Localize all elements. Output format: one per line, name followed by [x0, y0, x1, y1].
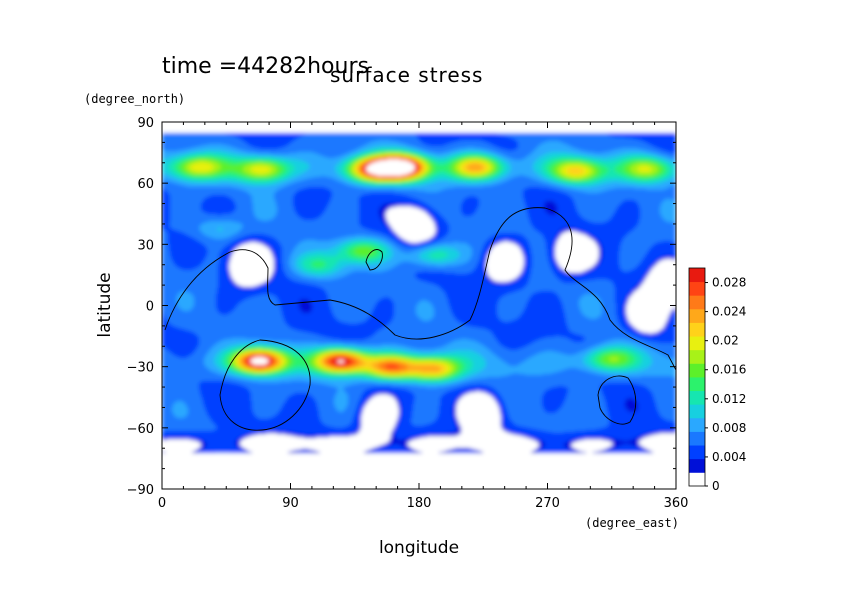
time-label: time =44282hours [162, 54, 369, 79]
y-tick-label: 90 [137, 116, 154, 131]
colorbar-tick-label: 0.008 [712, 421, 746, 435]
coastline-south-america [219, 339, 311, 431]
colorbar-tick-label: 0.016 [712, 363, 746, 377]
colorbar-tick-label: 0.02 [712, 334, 739, 348]
colorbar-segment [689, 404, 705, 419]
stress-heatmap [162, 122, 676, 489]
colorbar-segment [689, 472, 705, 487]
colorbar-tick-label: 0.024 [712, 305, 746, 319]
colorbar-segment [689, 445, 705, 460]
colorbar-segment [689, 268, 705, 283]
colorbar-segment [689, 349, 705, 364]
y-tick-label: 60 [137, 177, 154, 192]
colorbar-segment [689, 390, 705, 405]
colorbar-tick-label: 0.012 [712, 392, 746, 406]
colorbar-segment [689, 322, 705, 337]
colorbar-segment [689, 363, 705, 378]
y-tick-label: −30 [127, 361, 154, 376]
y-tick-label: −90 [127, 483, 154, 498]
x-axis-label: longitude [379, 538, 459, 558]
colorbar-tick-label: 0 [712, 479, 720, 493]
colorbar-frame [688, 267, 706, 487]
colorbar-segment [689, 281, 705, 296]
x-tick-label: 360 [664, 496, 689, 511]
colorbar-segment [689, 417, 705, 432]
colorbar-segment [689, 295, 705, 310]
colorbar-tick-label: 0.028 [712, 276, 746, 290]
y-tick-label: 30 [137, 238, 154, 253]
colorbar-tick-label: 0.004 [712, 450, 746, 464]
x-tick-label: 90 [282, 496, 299, 511]
colorbar-segment [689, 336, 705, 351]
colorbar: 0 0.004 0.008 0.012 0.016 0.02 0.024 0.028 [688, 267, 746, 493]
y-tick-label: −60 [127, 422, 154, 437]
x-axis-unit: (degree_east) [585, 516, 679, 530]
plot-area [162, 122, 676, 489]
coastline-contours [164, 207, 676, 431]
axis-ticks: 0 90 180 270 360 90 60 30 0 −30 −60 −90 [127, 116, 689, 511]
coastline-island [365, 249, 383, 271]
coastline-australia [597, 375, 637, 425]
x-tick-label: 180 [407, 496, 432, 511]
y-axis-unit: (degree_north) [84, 92, 185, 106]
colorbar-segment [689, 458, 705, 473]
y-axis-label: latitude [95, 272, 115, 337]
x-tick-label: 270 [535, 496, 560, 511]
chart-title: surface stress [330, 63, 483, 87]
coastline-africa [164, 207, 676, 371]
colorbar-segment [689, 431, 705, 446]
colorbar-segment [689, 308, 705, 323]
colorbar-segment [689, 377, 705, 392]
y-tick-label: 0 [146, 300, 154, 315]
x-tick-label: 0 [158, 496, 166, 511]
